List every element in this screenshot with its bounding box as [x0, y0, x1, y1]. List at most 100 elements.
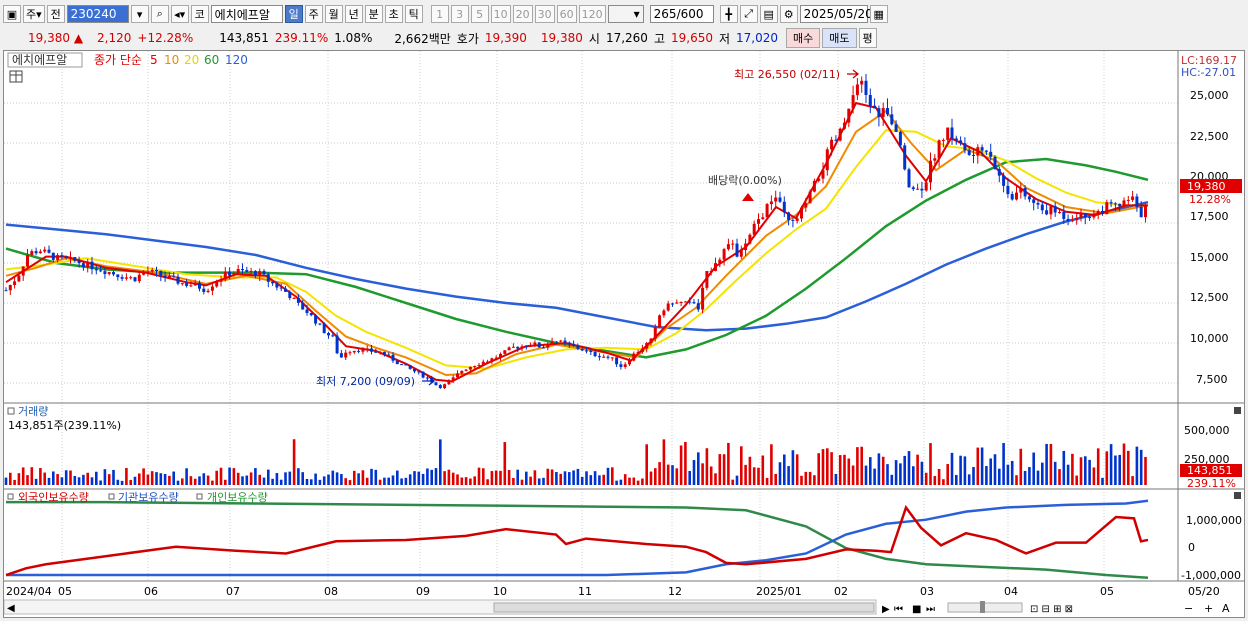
zoom-out-icon[interactable]: −: [1184, 602, 1193, 615]
volume-bar: [671, 465, 674, 485]
volume-bar: [413, 471, 416, 485]
candle-type-icon[interactable]: ╋: [719, 5, 738, 23]
candle-body: [107, 272, 111, 274]
candle-body: [563, 340, 567, 343]
prefix-button[interactable]: 전: [46, 5, 65, 23]
candle-body: [146, 271, 150, 273]
interval-120[interactable]: 120: [578, 5, 606, 23]
interval-60[interactable]: 60: [556, 5, 577, 23]
volume-bar: [559, 473, 562, 485]
period-month[interactable]: 월: [324, 5, 343, 23]
layout-icons[interactable]: ⊡ ⊟ ⊞ ⊠: [1030, 604, 1073, 615]
volume-bar: [211, 480, 214, 485]
volume-bar: [555, 472, 558, 485]
candle-body: [112, 272, 115, 275]
candle-body: [898, 131, 902, 146]
period-minute[interactable]: 분: [364, 5, 383, 23]
candle-body: [868, 95, 872, 106]
draw-tools-icon[interactable]: ⤢: [739, 5, 758, 23]
candle-body: [331, 335, 335, 337]
candle-body: [860, 80, 864, 85]
type-code-label[interactable]: 코: [190, 5, 209, 23]
candle-body: [679, 301, 683, 303]
candle-body: [172, 275, 176, 277]
candle-body: [726, 244, 730, 250]
period-year[interactable]: 년: [344, 5, 363, 23]
zoom-in-icon[interactable]: +: [1204, 602, 1213, 615]
volume-bar: [451, 472, 455, 485]
interval-10[interactable]: 10: [490, 5, 511, 23]
volume-bar: [73, 475, 77, 485]
volume-bar: [684, 441, 687, 485]
save-icon[interactable]: ▤: [759, 5, 778, 23]
candle-body: [421, 371, 425, 378]
scroll-right-icon[interactable]: ▶: [882, 604, 890, 615]
volume-bar: [327, 474, 330, 485]
volume-bar: [533, 470, 537, 485]
gear-icon[interactable]: ⚙: [779, 5, 798, 23]
candle-body: [21, 266, 25, 276]
period-day[interactable]: 일: [284, 5, 303, 23]
stock-name-field[interactable]: 에치에프알: [210, 5, 283, 23]
volume-bar: [4, 477, 8, 485]
scrollbar-thumb[interactable]: [493, 602, 875, 613]
interval-30[interactable]: 30: [534, 5, 555, 23]
volume-bar: [198, 476, 201, 485]
high-price: 19,650: [670, 31, 713, 45]
volume-bar: [641, 478, 644, 485]
candle-body: [309, 312, 313, 316]
candle-body: [757, 219, 760, 224]
font-size-icon[interactable]: A: [1222, 602, 1230, 615]
code-input[interactable]: 230240: [66, 5, 129, 23]
volume-bar: [103, 469, 107, 485]
eval-button[interactable]: 평: [858, 28, 877, 48]
interval-3[interactable]: 3: [450, 5, 469, 23]
volume-bar: [499, 470, 502, 485]
custom-interval-select[interactable]: ▾: [607, 5, 644, 23]
x-label-08: 08: [324, 585, 338, 598]
volume-bar: [430, 469, 433, 485]
candle-body: [155, 269, 158, 271]
market-select[interactable]: 주 ▾: [23, 5, 45, 23]
candle-body: [589, 350, 593, 353]
calendar-icon[interactable]: ▦: [869, 5, 888, 23]
search-icon[interactable]: ⌕: [150, 5, 169, 23]
scroll-last-icon[interactable]: ⏭: [926, 604, 935, 615]
candle-body: [8, 284, 12, 291]
code-dropdown-icon[interactable]: ▾: [130, 5, 149, 23]
volume-bar: [1084, 456, 1087, 485]
volume-bar: [383, 477, 386, 485]
count-input[interactable]: 265/600: [649, 5, 714, 23]
chart-area[interactable]: 에치에프알 종가 단순 5 10 20 60 120 LC:169.17 HC:…: [3, 50, 1245, 618]
buy-button[interactable]: 매수: [786, 28, 821, 48]
period-tick[interactable]: 틱: [404, 5, 423, 23]
legend-stock-name: 에치에프알: [12, 53, 67, 67]
zoom-slider-handle[interactable]: [980, 601, 985, 613]
interval-20[interactable]: 20: [512, 5, 533, 23]
speaker-icon[interactable]: ◂▾: [170, 5, 189, 23]
volume-bar: [1109, 444, 1113, 485]
candle-body: [688, 301, 692, 303]
volume-panel-close-icon[interactable]: [1234, 407, 1241, 414]
period-second[interactable]: 초: [384, 5, 403, 23]
x-label-05b: 05: [1100, 585, 1114, 598]
scroll-first-icon[interactable]: ⏮: [894, 604, 903, 615]
interval-1[interactable]: 1: [430, 5, 449, 23]
period-week[interactable]: 주: [304, 5, 323, 23]
volume-title: 거래량: [18, 405, 48, 418]
stop-icon[interactable]: ■: [912, 604, 921, 615]
y-tick-22500: 22,500: [1190, 130, 1229, 143]
candle-body: [481, 361, 485, 365]
volume-bar: [877, 453, 881, 485]
scroll-left-icon[interactable]: ◀: [7, 603, 15, 614]
sell-button[interactable]: 매도: [822, 28, 857, 48]
chart-menu-icon[interactable]: ▣: [3, 5, 21, 23]
date-input[interactable]: 2025/05/20: [799, 5, 873, 23]
bottom-scrollbar[interactable]: ◀ ▶ ⏮ ■ ⏭ ⊡ ⊟ ⊞ ⊠ − + A: [4, 599, 1230, 615]
volume-bar: [99, 480, 102, 485]
holding-panel-close-icon[interactable]: [1234, 492, 1241, 499]
interval-5[interactable]: 5: [470, 5, 489, 23]
volume-bar: [56, 474, 59, 485]
stock-chart[interactable]: 에치에프알 종가 단순 5 10 20 60 120 LC:169.17 HC:…: [4, 51, 1244, 617]
candle-body: [610, 357, 614, 359]
